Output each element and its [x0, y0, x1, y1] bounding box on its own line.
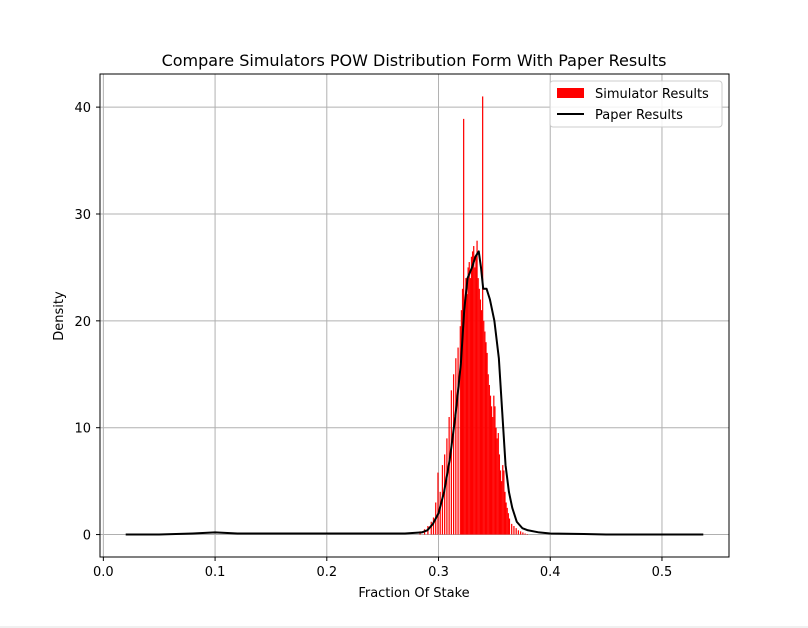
histogram-bar: [506, 507, 508, 535]
histogram-bar: [430, 521, 432, 535]
histogram-bar: [468, 262, 470, 535]
x-axis-ticks: 0.0 0.1 0.2 0.3 0.4 0.5: [93, 557, 672, 580]
histogram-bar: [482, 96, 484, 535]
plot-frame: [99, 73, 730, 558]
legend-label-paper: Paper Results: [595, 108, 683, 123]
histogram-bar: [460, 310, 463, 535]
y-tick-label: 30: [74, 208, 91, 223]
histogram-bar: [444, 454, 446, 535]
histogram-bar: [461, 288, 464, 535]
histogram-bar: [439, 491, 441, 535]
histogram-bar: [480, 310, 483, 535]
histogram-bar: [503, 470, 505, 535]
histogram-bar: [471, 251, 474, 535]
legend-label-simulator: Simulator Results: [595, 87, 709, 102]
histogram-bar: [498, 454, 501, 535]
histogram-bar: [496, 438, 498, 535]
x-tick-label: 0.4: [540, 565, 561, 580]
histogram-bar: [513, 526, 515, 535]
legend-box: [549, 80, 723, 128]
histogram-bar: [502, 465, 504, 535]
x-tick-label: 0.1: [205, 565, 226, 580]
histogram-bar: [459, 326, 461, 535]
histogram-bar: [484, 331, 486, 535]
histogram-bar: [495, 427, 497, 535]
legend-swatch-simulator: [557, 88, 584, 98]
histogram-bar: [483, 320, 485, 535]
y-tick-label: 40: [74, 101, 91, 116]
histogram-bar: [511, 523, 513, 535]
histogram-bar: [466, 294, 468, 535]
histogram-bar: [489, 395, 492, 535]
histogram-bar: [526, 534, 528, 535]
x-axis-label: Fraction Of Stake: [358, 586, 469, 601]
histogram-bar: [452, 374, 455, 535]
histogram-bar: [522, 532, 524, 535]
window-bottom-edge: [0, 626, 808, 628]
histogram-bar: [494, 406, 496, 535]
histogram-bar: [493, 395, 495, 535]
histogram-bar: [478, 288, 480, 535]
histogram-bar: [457, 347, 459, 535]
chart-title: Compare Simulators POW Distribution Form…: [162, 51, 667, 70]
y-tick-label: 10: [74, 422, 91, 437]
histogram-bar: [473, 246, 475, 535]
y-axis-ticks: 0 10 20 30 40: [74, 101, 100, 544]
x-tick-label: 0.2: [316, 565, 337, 580]
histogram-bar: [488, 384, 490, 535]
histogram-bar: [487, 374, 489, 535]
histogram-bar: [464, 299, 466, 535]
histogram-bar: [507, 513, 509, 535]
histogram-bar: [467, 267, 469, 535]
histogram-bar: [450, 390, 452, 535]
legend: Simulator Results Paper Results: [549, 80, 723, 128]
histogram-bar: [524, 533, 526, 535]
histogram-bars: [419, 96, 528, 535]
histogram-bar: [469, 278, 471, 535]
histogram-bar: [432, 517, 435, 535]
histogram-bar: [492, 417, 494, 535]
histogram-bar: [476, 240, 478, 535]
x-tick-label: 0.5: [652, 565, 673, 580]
histogram-bar: [437, 472, 439, 535]
histogram-bar: [499, 470, 502, 535]
histogram-bar: [490, 406, 493, 535]
histogram-bar: [448, 417, 450, 535]
histogram-bar: [520, 531, 522, 535]
histogram-bar: [485, 342, 487, 535]
y-tick-label: 0: [83, 529, 91, 544]
histogram-bar: [505, 502, 507, 535]
histogram-bar: [446, 438, 448, 535]
histogram-bar: [517, 530, 520, 535]
x-tick-label: 0.3: [428, 565, 449, 580]
histogram-bar: [465, 278, 467, 535]
histogram-bar: [470, 256, 473, 535]
histogram-bar: [455, 358, 457, 535]
y-axis-label: Density: [52, 291, 67, 341]
histogram-bar: [515, 528, 517, 535]
paper-results-line: [125, 250, 704, 536]
histogram-bar: [475, 256, 477, 535]
histogram-bar: [474, 267, 476, 535]
x-tick-label: 0.0: [93, 565, 114, 580]
histogram-bar: [501, 481, 503, 535]
histogram-bar: [477, 278, 479, 535]
histogram-bar: [479, 299, 482, 535]
histogram-bar: [508, 518, 511, 535]
paper-results-series: [125, 250, 704, 536]
y-tick-label: 20: [74, 315, 91, 330]
histogram-bar: [486, 352, 488, 535]
histogram-bar: [504, 491, 506, 535]
histogram-bar: [497, 433, 499, 535]
